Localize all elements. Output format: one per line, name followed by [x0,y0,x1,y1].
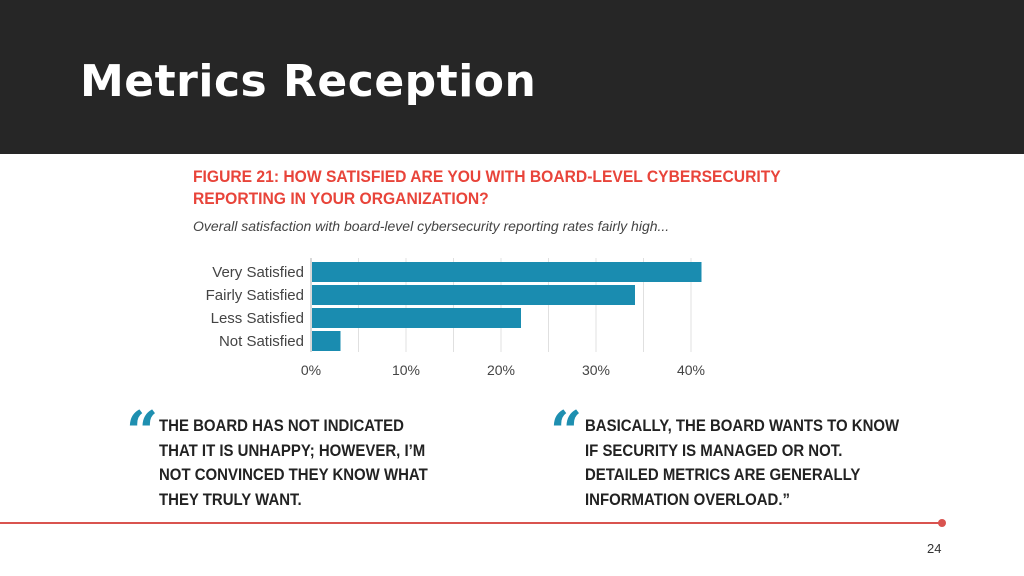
x-tick-label: 40% [677,362,705,378]
category-label: Very Satisfied [212,264,304,281]
quote-mark-icon: “ [126,399,159,465]
category-label: Fairly Satisfied [206,287,304,304]
category-label: Less Satisfied [211,310,304,327]
quote-left: THE BOARD HAS NOT INDICATED THAT IT IS U… [159,416,428,509]
x-tick-label: 10% [392,362,420,378]
bar [312,331,341,351]
header-band: Metrics Reception [0,0,1024,154]
bar [312,262,702,282]
bar [312,308,521,328]
bar [312,285,635,305]
figure-subtitle: Overall satisfaction with board-level cy… [193,218,670,234]
quote-right: BASICALLY, THE BOARD WANTS TO KNOW IF SE… [585,416,900,509]
quote-mark-icon: “ [550,399,583,465]
category-label: Not Satisfied [219,333,304,350]
x-tick-label: 20% [487,362,515,378]
x-tick-label: 0% [301,362,321,378]
figure-title: FIGURE 21: HOW SATISFIED ARE YOU WITH BO… [193,167,781,208]
x-tick-label: 30% [582,362,610,378]
page-number: 24 [927,541,942,556]
footer-divider [0,522,942,524]
satisfaction-bar-chart: Very Satisfied Fairly Satisfied Less Satis… [206,258,705,378]
slide-title: Metrics Reception [80,56,537,107]
divider-dot [938,519,946,527]
